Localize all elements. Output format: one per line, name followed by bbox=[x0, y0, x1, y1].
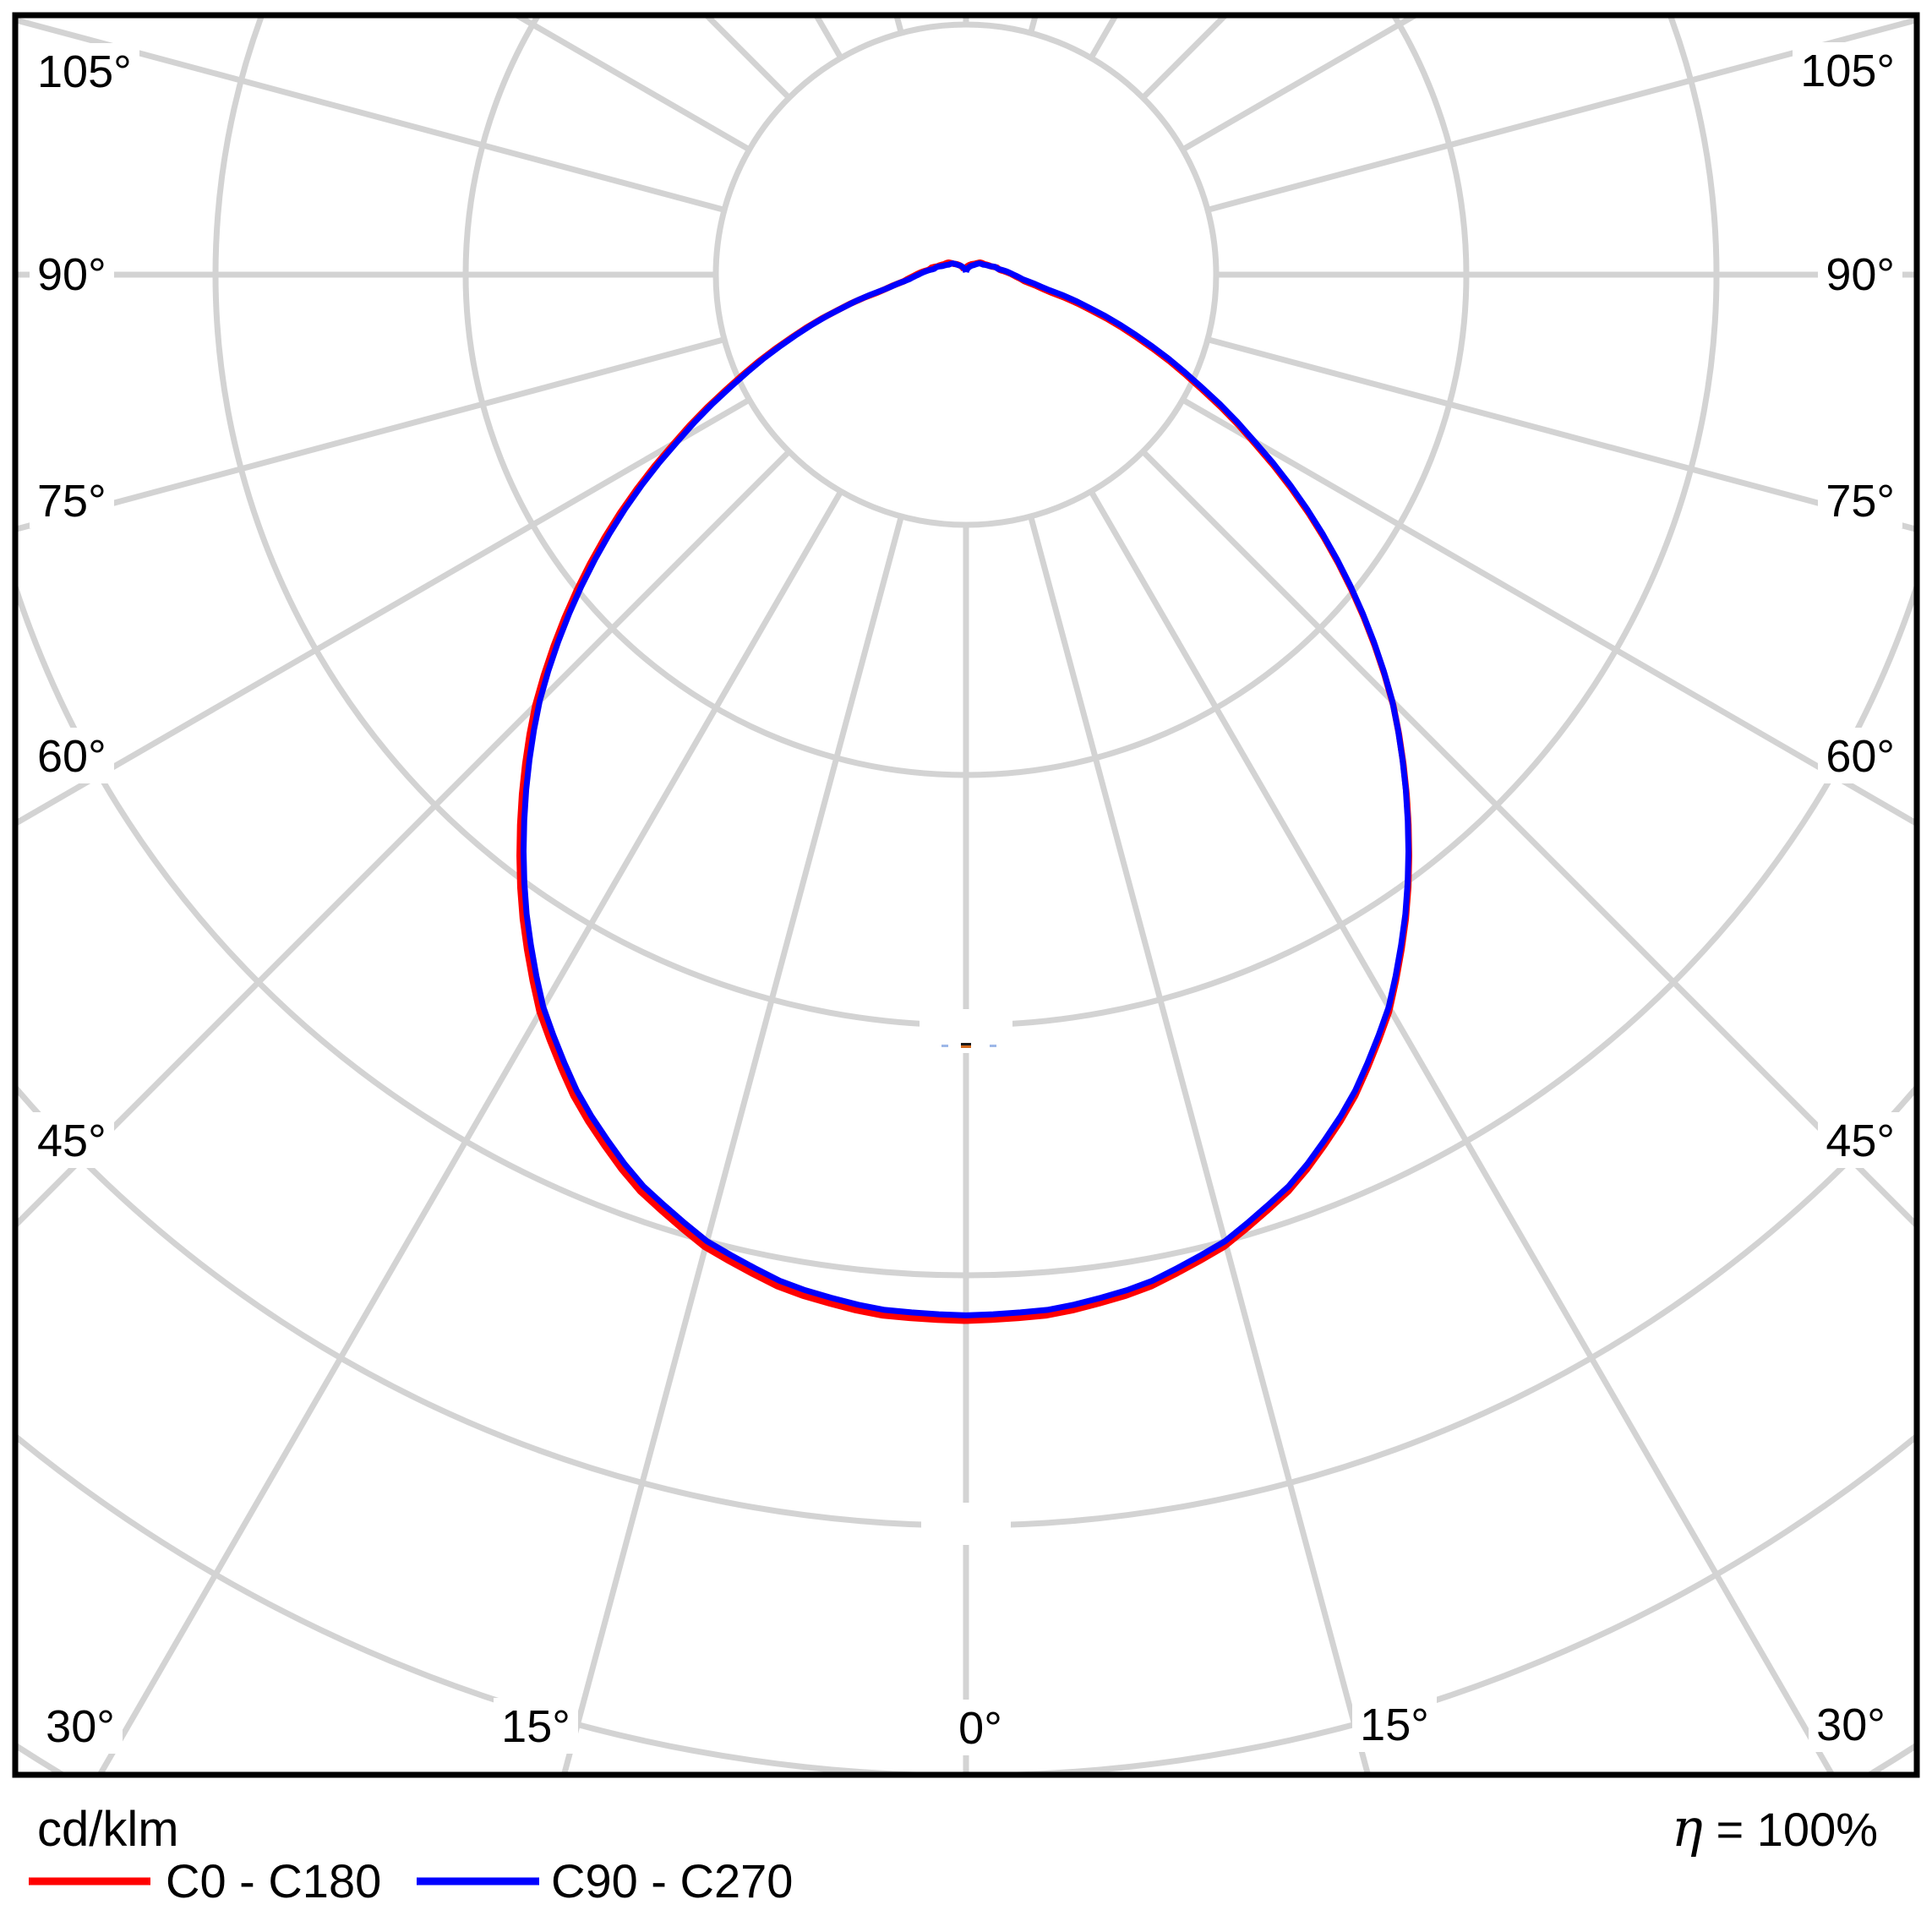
angle-label-halo bbox=[30, 43, 139, 99]
grid-spoke bbox=[1207, 18, 1914, 213]
angle-label: 30° bbox=[1816, 1700, 1886, 1750]
efficiency-label: η = 100% bbox=[1672, 1797, 1878, 1858]
angle-label-halo bbox=[1818, 1112, 1902, 1168]
legend: C0 - C180 C90 - C270 bbox=[29, 1854, 793, 1907]
grid-spoke bbox=[97, 489, 844, 1772]
artifact-dash bbox=[961, 1043, 971, 1045]
angle-label-halo bbox=[30, 728, 114, 783]
angle-label-halo bbox=[38, 1698, 123, 1754]
legend-label-c90-c270: C90 - C270 bbox=[551, 1854, 793, 1907]
angle-labels: 105° 90° 75° 60° 45° 105° 90° 75° 60° 45° 30° 15° 0°… bbox=[37, 46, 1895, 1754]
artifact-dash bbox=[961, 1045, 971, 1048]
angle-label: 60° bbox=[1826, 731, 1895, 782]
angle-label: 60° bbox=[37, 731, 106, 782]
grid-spoke bbox=[18, 396, 751, 826]
angle-label: 75° bbox=[1826, 476, 1895, 527]
angle-label: 30° bbox=[46, 1701, 115, 1752]
angle-label: 105° bbox=[37, 46, 132, 97]
angle-label: 75° bbox=[37, 476, 106, 527]
angle-label-halo bbox=[1793, 42, 1902, 98]
angle-label-halo bbox=[1818, 728, 1902, 783]
angle-label: 45° bbox=[1826, 1116, 1895, 1166]
angle-label-halo bbox=[30, 246, 114, 302]
angle-label: 90° bbox=[37, 249, 106, 300]
curve-c90-c270 bbox=[520, 260, 1412, 1318]
grid-spoke bbox=[1207, 336, 1914, 532]
angle-label-halo bbox=[1818, 246, 1902, 302]
artifact-dot bbox=[990, 1045, 996, 1047]
angle-label: 90° bbox=[1826, 249, 1895, 300]
angle-label-halo bbox=[30, 1112, 114, 1168]
grid-spoke bbox=[1028, 516, 1371, 1772]
angle-label-halo bbox=[1809, 1696, 1893, 1752]
eta-symbol: η bbox=[1672, 1797, 1703, 1858]
ring-label-gap bbox=[921, 1503, 1011, 1545]
grid-spoke bbox=[18, 449, 792, 1227]
grid-spoke bbox=[1088, 489, 1835, 1772]
radial-unit-label: cd/klm bbox=[37, 1802, 179, 1857]
angle-label: 105° bbox=[1800, 46, 1895, 96]
plot-frame bbox=[12, 12, 1920, 1778]
angle-label: 0° bbox=[958, 1703, 1002, 1754]
angle-label-halo bbox=[1818, 472, 1902, 528]
angle-label: 15° bbox=[501, 1701, 570, 1752]
grid-spoke bbox=[1140, 449, 1914, 1227]
grid-ring bbox=[712, 21, 1220, 528]
artifact-dot bbox=[941, 1045, 948, 1047]
angle-label-halo bbox=[1352, 1696, 1437, 1752]
grid-spoke bbox=[18, 18, 725, 213]
angle-label: 45° bbox=[37, 1116, 106, 1166]
angle-label-halo bbox=[30, 472, 114, 528]
grid-spoke bbox=[1181, 396, 1914, 826]
angle-label-halos bbox=[30, 42, 1902, 1755]
angle-label-halo bbox=[951, 1700, 1010, 1755]
distribution-curves bbox=[516, 259, 1412, 1324]
grid-spoke bbox=[561, 516, 904, 1772]
grid-spoke bbox=[18, 336, 725, 532]
angle-label: 15° bbox=[1360, 1700, 1429, 1750]
angle-label-halo bbox=[494, 1698, 578, 1754]
axis-label-artifact bbox=[941, 1043, 996, 1048]
legend-label-c0-c180: C0 - C180 bbox=[166, 1854, 381, 1907]
